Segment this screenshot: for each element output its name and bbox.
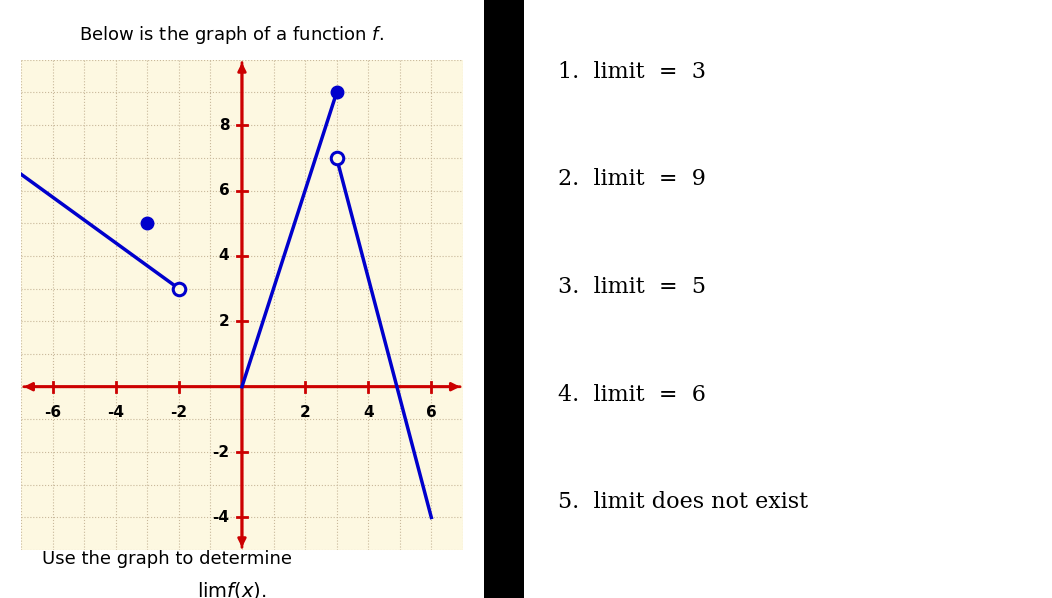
- Text: Below is the graph of a function $f$.: Below is the graph of a function $f$.: [79, 24, 384, 46]
- Text: 3.  limit  =  5: 3. limit = 5: [558, 276, 706, 298]
- Text: -2: -2: [170, 405, 187, 420]
- Text: 6: 6: [219, 183, 229, 198]
- Text: -4: -4: [107, 405, 124, 420]
- Bar: [484, 0, 524, 598]
- Text: -6: -6: [44, 405, 61, 420]
- Text: -2: -2: [213, 444, 229, 460]
- Text: 1.  limit  =  3: 1. limit = 3: [558, 61, 706, 83]
- Text: 4: 4: [363, 405, 373, 420]
- Text: 2: 2: [219, 314, 229, 329]
- Text: Use the graph to determine: Use the graph to determine: [42, 550, 292, 568]
- Text: $\lim_{x \to 3} f(x).$: $\lim_{x \to 3} f(x).$: [197, 580, 266, 598]
- Text: 2.  limit  =  9: 2. limit = 9: [558, 169, 706, 190]
- Text: 6: 6: [426, 405, 437, 420]
- Text: 2: 2: [300, 405, 310, 420]
- Text: 4.  limit  =  6: 4. limit = 6: [558, 384, 706, 405]
- Text: 8: 8: [219, 118, 229, 133]
- Text: 5.  limit does not exist: 5. limit does not exist: [558, 492, 808, 513]
- Text: 4: 4: [219, 248, 229, 264]
- Text: -4: -4: [213, 510, 229, 525]
